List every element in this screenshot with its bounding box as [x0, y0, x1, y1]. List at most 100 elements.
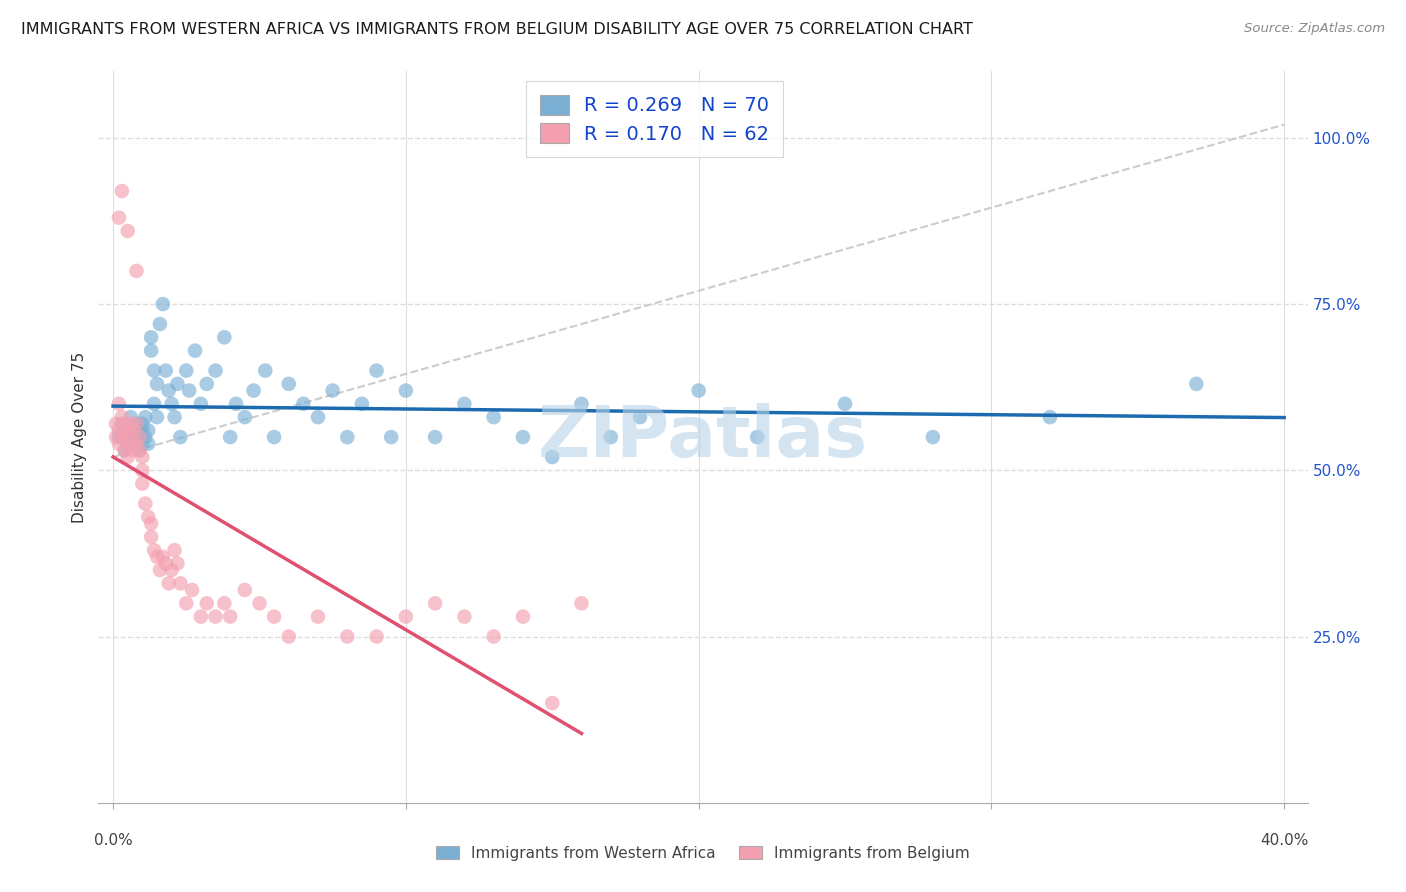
Point — [114, 417, 136, 431]
Point — [131, 424, 153, 438]
Point — [125, 417, 148, 431]
Point — [184, 343, 207, 358]
Point — [120, 430, 142, 444]
Point — [146, 376, 169, 391]
Point — [157, 576, 180, 591]
Point — [1185, 376, 1208, 391]
Point — [214, 596, 236, 610]
Point — [380, 430, 402, 444]
Point — [628, 410, 651, 425]
Point — [111, 184, 134, 198]
Point — [104, 430, 127, 444]
Point — [366, 630, 388, 644]
Point — [146, 410, 169, 425]
Point — [204, 363, 226, 377]
Point — [125, 436, 148, 450]
Text: 0.0%: 0.0% — [94, 833, 132, 847]
Point — [104, 417, 127, 431]
Point — [249, 596, 271, 610]
Point — [395, 609, 418, 624]
Point — [169, 430, 191, 444]
Point — [195, 596, 218, 610]
Point — [143, 397, 166, 411]
Point — [134, 410, 156, 425]
Point — [143, 363, 166, 377]
Point — [160, 563, 183, 577]
Point — [174, 596, 197, 610]
Point — [921, 430, 943, 444]
Point — [190, 609, 212, 624]
Point — [263, 430, 285, 444]
Point — [114, 443, 136, 458]
Point — [423, 596, 446, 610]
Point — [482, 630, 505, 644]
Point — [166, 376, 188, 391]
Point — [143, 543, 166, 558]
Text: 40.0%: 40.0% — [1260, 833, 1309, 847]
Point — [122, 443, 145, 458]
Point — [128, 443, 150, 458]
Point — [128, 443, 150, 458]
Text: ZIPatlas: ZIPatlas — [538, 402, 868, 472]
Point — [571, 596, 593, 610]
Point — [482, 410, 505, 425]
Point — [131, 450, 153, 464]
Point — [336, 430, 359, 444]
Point — [117, 450, 139, 464]
Point — [423, 430, 446, 444]
Point — [336, 630, 359, 644]
Point — [163, 410, 186, 425]
Point — [136, 436, 159, 450]
Point — [117, 424, 139, 438]
Point — [292, 397, 315, 411]
Point — [453, 397, 475, 411]
Point — [747, 430, 769, 444]
Point — [111, 410, 134, 425]
Point — [219, 430, 242, 444]
Point — [120, 410, 142, 425]
Point — [117, 424, 139, 438]
Point — [149, 563, 172, 577]
Point — [233, 410, 256, 425]
Point — [366, 363, 388, 377]
Point — [139, 516, 162, 531]
Point — [1039, 410, 1062, 425]
Point — [131, 417, 153, 431]
Point — [179, 384, 201, 398]
Point — [134, 497, 156, 511]
Point — [125, 430, 148, 444]
Point — [111, 430, 134, 444]
Point — [122, 424, 145, 438]
Point — [155, 557, 177, 571]
Point — [225, 397, 247, 411]
Point — [108, 397, 131, 411]
Point — [160, 397, 183, 411]
Point — [152, 297, 174, 311]
Point — [174, 363, 197, 377]
Point — [122, 436, 145, 450]
Point — [131, 476, 153, 491]
Point — [163, 543, 186, 558]
Point — [322, 384, 344, 398]
Point — [169, 576, 191, 591]
Point — [108, 436, 131, 450]
Point — [139, 530, 162, 544]
Point — [204, 609, 226, 624]
Point — [195, 376, 218, 391]
Point — [125, 264, 148, 278]
Point — [134, 430, 156, 444]
Point — [512, 430, 534, 444]
Point — [155, 363, 177, 377]
Point — [277, 630, 299, 644]
Point — [599, 430, 621, 444]
Point — [139, 330, 162, 344]
Point — [146, 549, 169, 564]
Point — [108, 424, 131, 438]
Point — [277, 376, 299, 391]
Point — [131, 436, 153, 450]
Point — [117, 224, 139, 238]
Point — [214, 330, 236, 344]
Point — [128, 424, 150, 438]
Point — [149, 317, 172, 331]
Point — [122, 424, 145, 438]
